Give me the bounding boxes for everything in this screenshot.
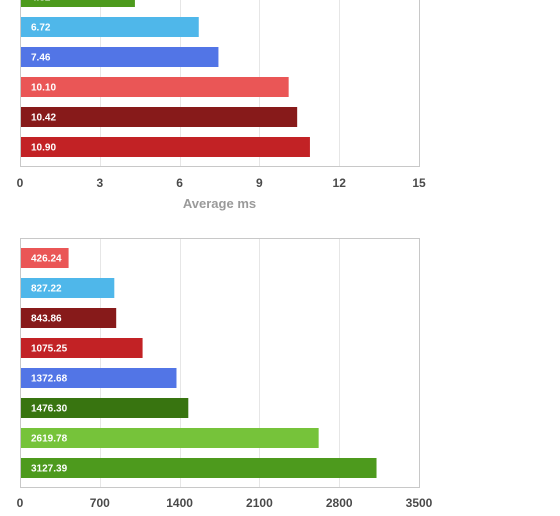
bar	[21, 0, 135, 7]
bar	[21, 338, 143, 358]
plot-frame	[20, 0, 420, 167]
bar-value-label: 426.24	[31, 254, 62, 265]
bar	[21, 137, 310, 157]
x-axis-title: Average ms	[183, 196, 256, 211]
x-tick-label: 2800	[326, 496, 353, 510]
bar-value-label: 10.42	[31, 113, 56, 124]
x-tick-label: 12	[333, 176, 347, 190]
bar-value-label: 1372.68	[31, 374, 68, 385]
x-tick-label: 0	[17, 496, 24, 510]
bar-value-label: 7.46	[31, 53, 51, 64]
bar	[21, 458, 377, 478]
bar-value-label: 10.10	[31, 83, 56, 94]
bar-value-label: 1075.25	[31, 344, 68, 355]
bar-value-label: 827.22	[31, 284, 62, 295]
bar-value-label: 843.86	[31, 314, 62, 325]
chart-1: 4.32 6.72 7.46 10.10 10.42 10.90 0 3 6 9 12 15 Avera…	[17, 0, 426, 211]
bar-value-label: 3127.39	[31, 464, 68, 475]
chart-2: 426.24 827.22 843.86 1075.25 1372.68 1476.30 2…	[17, 238, 433, 510]
bar-value-label: 6.72	[31, 23, 51, 34]
x-tick-label: 3500	[406, 496, 433, 510]
bar	[21, 398, 189, 418]
x-tick-label: 3	[96, 176, 103, 190]
x-tick-label: 15	[412, 176, 426, 190]
bar	[21, 278, 115, 298]
bar	[21, 47, 219, 67]
x-tick-label: 9	[256, 176, 263, 190]
x-tick-label: 0	[17, 176, 24, 190]
x-tick-label: 6	[176, 176, 183, 190]
x-tick-label: 2100	[246, 496, 273, 510]
bar	[21, 77, 289, 97]
bar	[21, 248, 69, 268]
bar	[21, 368, 177, 388]
x-tick-label: 700	[90, 496, 110, 510]
bar-value-label: 1476.30	[31, 404, 68, 415]
bar-value-label: 4.32	[31, 0, 51, 4]
plot-frame	[20, 238, 420, 488]
bar-value-label: 10.90	[31, 143, 56, 154]
bar	[21, 17, 199, 37]
x-tick-label: 1400	[166, 496, 193, 510]
bar	[21, 107, 298, 127]
bar-value-label: 2619.78	[31, 434, 68, 445]
bar	[21, 428, 319, 448]
bar	[21, 308, 117, 328]
